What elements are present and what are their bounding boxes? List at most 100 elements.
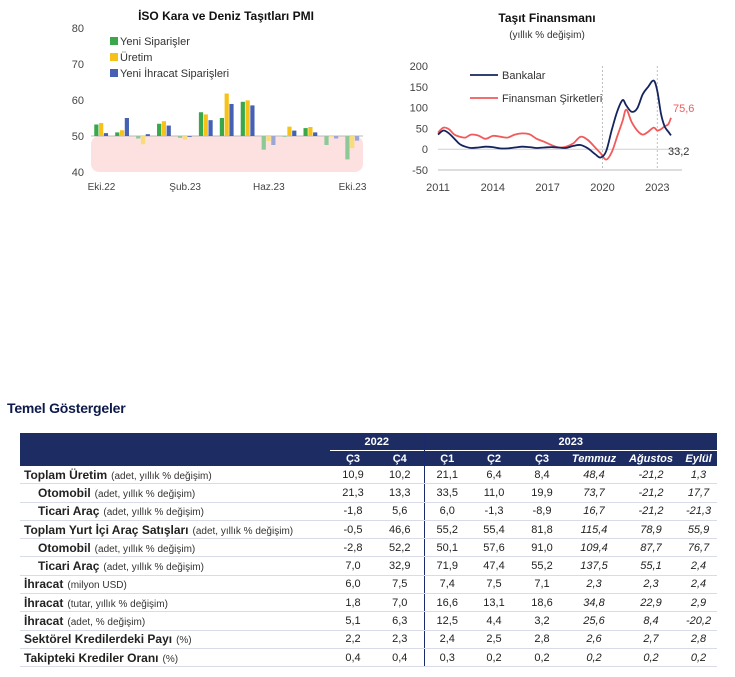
y-tick-label: 60 xyxy=(72,95,84,107)
pmi-bar xyxy=(161,121,167,136)
table-row: İhracat (milyon USD) 6,0 7,5 7,4 7,5 7,1 2,3 2,3… xyxy=(20,575,718,595)
pmi-bar xyxy=(99,123,104,136)
pmi-title: İSO Kara ve Deniz Taşıtları PMI xyxy=(138,8,314,23)
pmi-bar xyxy=(94,124,99,136)
x-tick-label: Eki.23 xyxy=(339,182,367,193)
value-cell: -2,8 xyxy=(330,538,376,558)
value-cell: 2,4 xyxy=(423,630,471,649)
row-label-cell: Sektörel Kredilerdeki Payı (%) xyxy=(20,630,330,649)
pmi-bar xyxy=(136,136,141,139)
series-line-finance-companies xyxy=(437,108,672,161)
legend-label-production: Üretim xyxy=(120,52,152,64)
column-header: Ç4 xyxy=(376,450,425,466)
value-cell: 8,4 xyxy=(518,466,567,485)
value-cell: 46,6 xyxy=(376,520,425,540)
pmi-bar xyxy=(282,136,287,137)
value-cell: 0,2 xyxy=(622,648,681,668)
pmi-bar xyxy=(329,136,334,137)
x-tick-label: 2014 xyxy=(481,182,505,194)
y-tick-label: 100 xyxy=(410,103,428,115)
row-unit: (tutar, yıllık % değişim) xyxy=(67,598,168,610)
column-header: Ağustos xyxy=(622,450,681,466)
legend-label-banks: Bankalar xyxy=(502,70,546,82)
value-cell: -0,5 xyxy=(330,520,376,540)
table-row: Toplam Yurt İçi Araç Satışları (adet, yıl… xyxy=(20,520,718,540)
value-cell: -21,3 xyxy=(680,502,718,521)
table-row: Ticari Araç (adet, yıllık % değişim) 7,0 32… xyxy=(20,556,718,576)
pmi-bar xyxy=(303,128,308,136)
pmi-bar xyxy=(313,132,318,136)
column-header: Ç3 xyxy=(330,450,376,466)
row-unit: (milyon USD) xyxy=(67,580,127,592)
y-tick-label: 0 xyxy=(422,144,428,156)
column-header: Ç3 xyxy=(518,450,567,466)
x-tick-label: 2011 xyxy=(426,182,450,194)
table-row: Otomobil (adet, yıllık % değişim) 21,3 13,3… xyxy=(20,483,718,503)
y-tick-label: 150 xyxy=(410,82,428,94)
end-label-finance-companies: 75,6 xyxy=(673,103,694,115)
pmi-y-axis: 40 50 60 70 80 xyxy=(72,23,84,179)
row-label: Otomobil xyxy=(38,485,91,500)
value-cell: 1,8 xyxy=(330,593,376,613)
value-cell: 7,5 xyxy=(470,575,519,595)
value-cell: 2,3 xyxy=(376,630,425,649)
finance-legend: Bankalar Finansman Şirketleri xyxy=(470,70,602,105)
row-label-cell: Takipteki Krediler Oranı (%) xyxy=(20,648,330,668)
value-cell: 21,3 xyxy=(330,483,376,503)
value-cell: 8,4 xyxy=(622,611,681,631)
pmi-chart: 40 50 60 70 80 Eki.22 Şub.23 Haz.23 Eki.23 İSO … xyxy=(72,8,367,193)
value-cell: 2,8 xyxy=(518,630,567,649)
pmi-bar xyxy=(145,134,150,136)
table-row: Toplam Üretim (adet, yıllık % değişim) 10,… xyxy=(20,466,718,485)
value-cell: 2,6 xyxy=(566,630,623,649)
value-cell: 0,2 xyxy=(518,648,567,668)
row-unit: (adet, yıllık % değişim) xyxy=(192,525,294,537)
row-label: Otomobil xyxy=(38,540,91,555)
value-cell: 5,1 xyxy=(330,611,376,631)
value-cell: -1,8 xyxy=(330,502,376,521)
table-row: Sektörel Kredilerdeki Payı (%) 2,2 2,3 2,4 2,… xyxy=(20,630,718,649)
pmi-bar xyxy=(354,136,360,141)
table-row: İhracat (adet, % değişim) 5,1 6,3 12,5 4,4 3,2… xyxy=(20,611,718,631)
pmi-bar xyxy=(115,132,120,136)
value-cell: 1,3 xyxy=(680,466,718,485)
group-header-2023: 2023 xyxy=(423,433,718,451)
row-label-cell: Otomobil (adet, yıllık % değişim) xyxy=(20,538,330,558)
value-cell: 2,2 xyxy=(330,630,376,649)
row-label: Toplam Üretim xyxy=(24,467,108,482)
value-cell: 2,4 xyxy=(680,556,718,576)
row-label-cell: İhracat (adet, % değişim) xyxy=(20,611,330,631)
value-cell: 55,2 xyxy=(518,556,567,576)
group-header-2022: 2022 xyxy=(330,433,425,451)
value-cell: 137,5 xyxy=(566,556,623,576)
value-cell: 12,5 xyxy=(423,611,471,631)
value-cell: 21,1 xyxy=(423,466,471,485)
finance-x-axis: 2011 2014 2017 2020 2023 xyxy=(426,182,669,194)
x-tick-label: 2023 xyxy=(645,182,669,194)
value-cell: 81,8 xyxy=(518,520,567,540)
x-tick-label: Eki.22 xyxy=(88,182,116,193)
value-cell: 7,4 xyxy=(423,575,471,595)
x-tick-label: Haz.23 xyxy=(253,182,285,193)
value-cell: 22,9 xyxy=(622,593,681,613)
value-cell: 2,3 xyxy=(622,575,681,595)
row-unit: (adet, yıllık % değişim) xyxy=(111,470,212,482)
row-unit: (adet, % değişim) xyxy=(67,617,146,629)
value-cell: -21,2 xyxy=(622,466,681,485)
finance-chart: Taşıt Finansmanı (yıllık % değişim) -50 0… xyxy=(410,11,695,194)
value-cell: 25,6 xyxy=(566,611,623,631)
pmi-bar xyxy=(334,136,339,139)
y-tick-label: 50 xyxy=(416,123,428,135)
value-cell: 10,9 xyxy=(330,466,376,485)
row-unit: (adet, yıllık % değişim) xyxy=(103,507,204,519)
value-cell: 0,2 xyxy=(680,648,718,668)
value-cell: 2,5 xyxy=(470,630,519,649)
value-cell: 2,7 xyxy=(622,630,681,649)
value-cell: 7,0 xyxy=(376,593,425,613)
value-cell: 57,6 xyxy=(470,538,519,558)
value-cell: 11,0 xyxy=(470,483,519,503)
pmi-bar xyxy=(271,136,276,145)
row-label-cell: Otomobil (adet, yıllık % değişim) xyxy=(20,483,330,503)
row-unit: (adet, yıllık % değişim) xyxy=(94,543,196,555)
value-cell: 6,0 xyxy=(423,502,471,521)
